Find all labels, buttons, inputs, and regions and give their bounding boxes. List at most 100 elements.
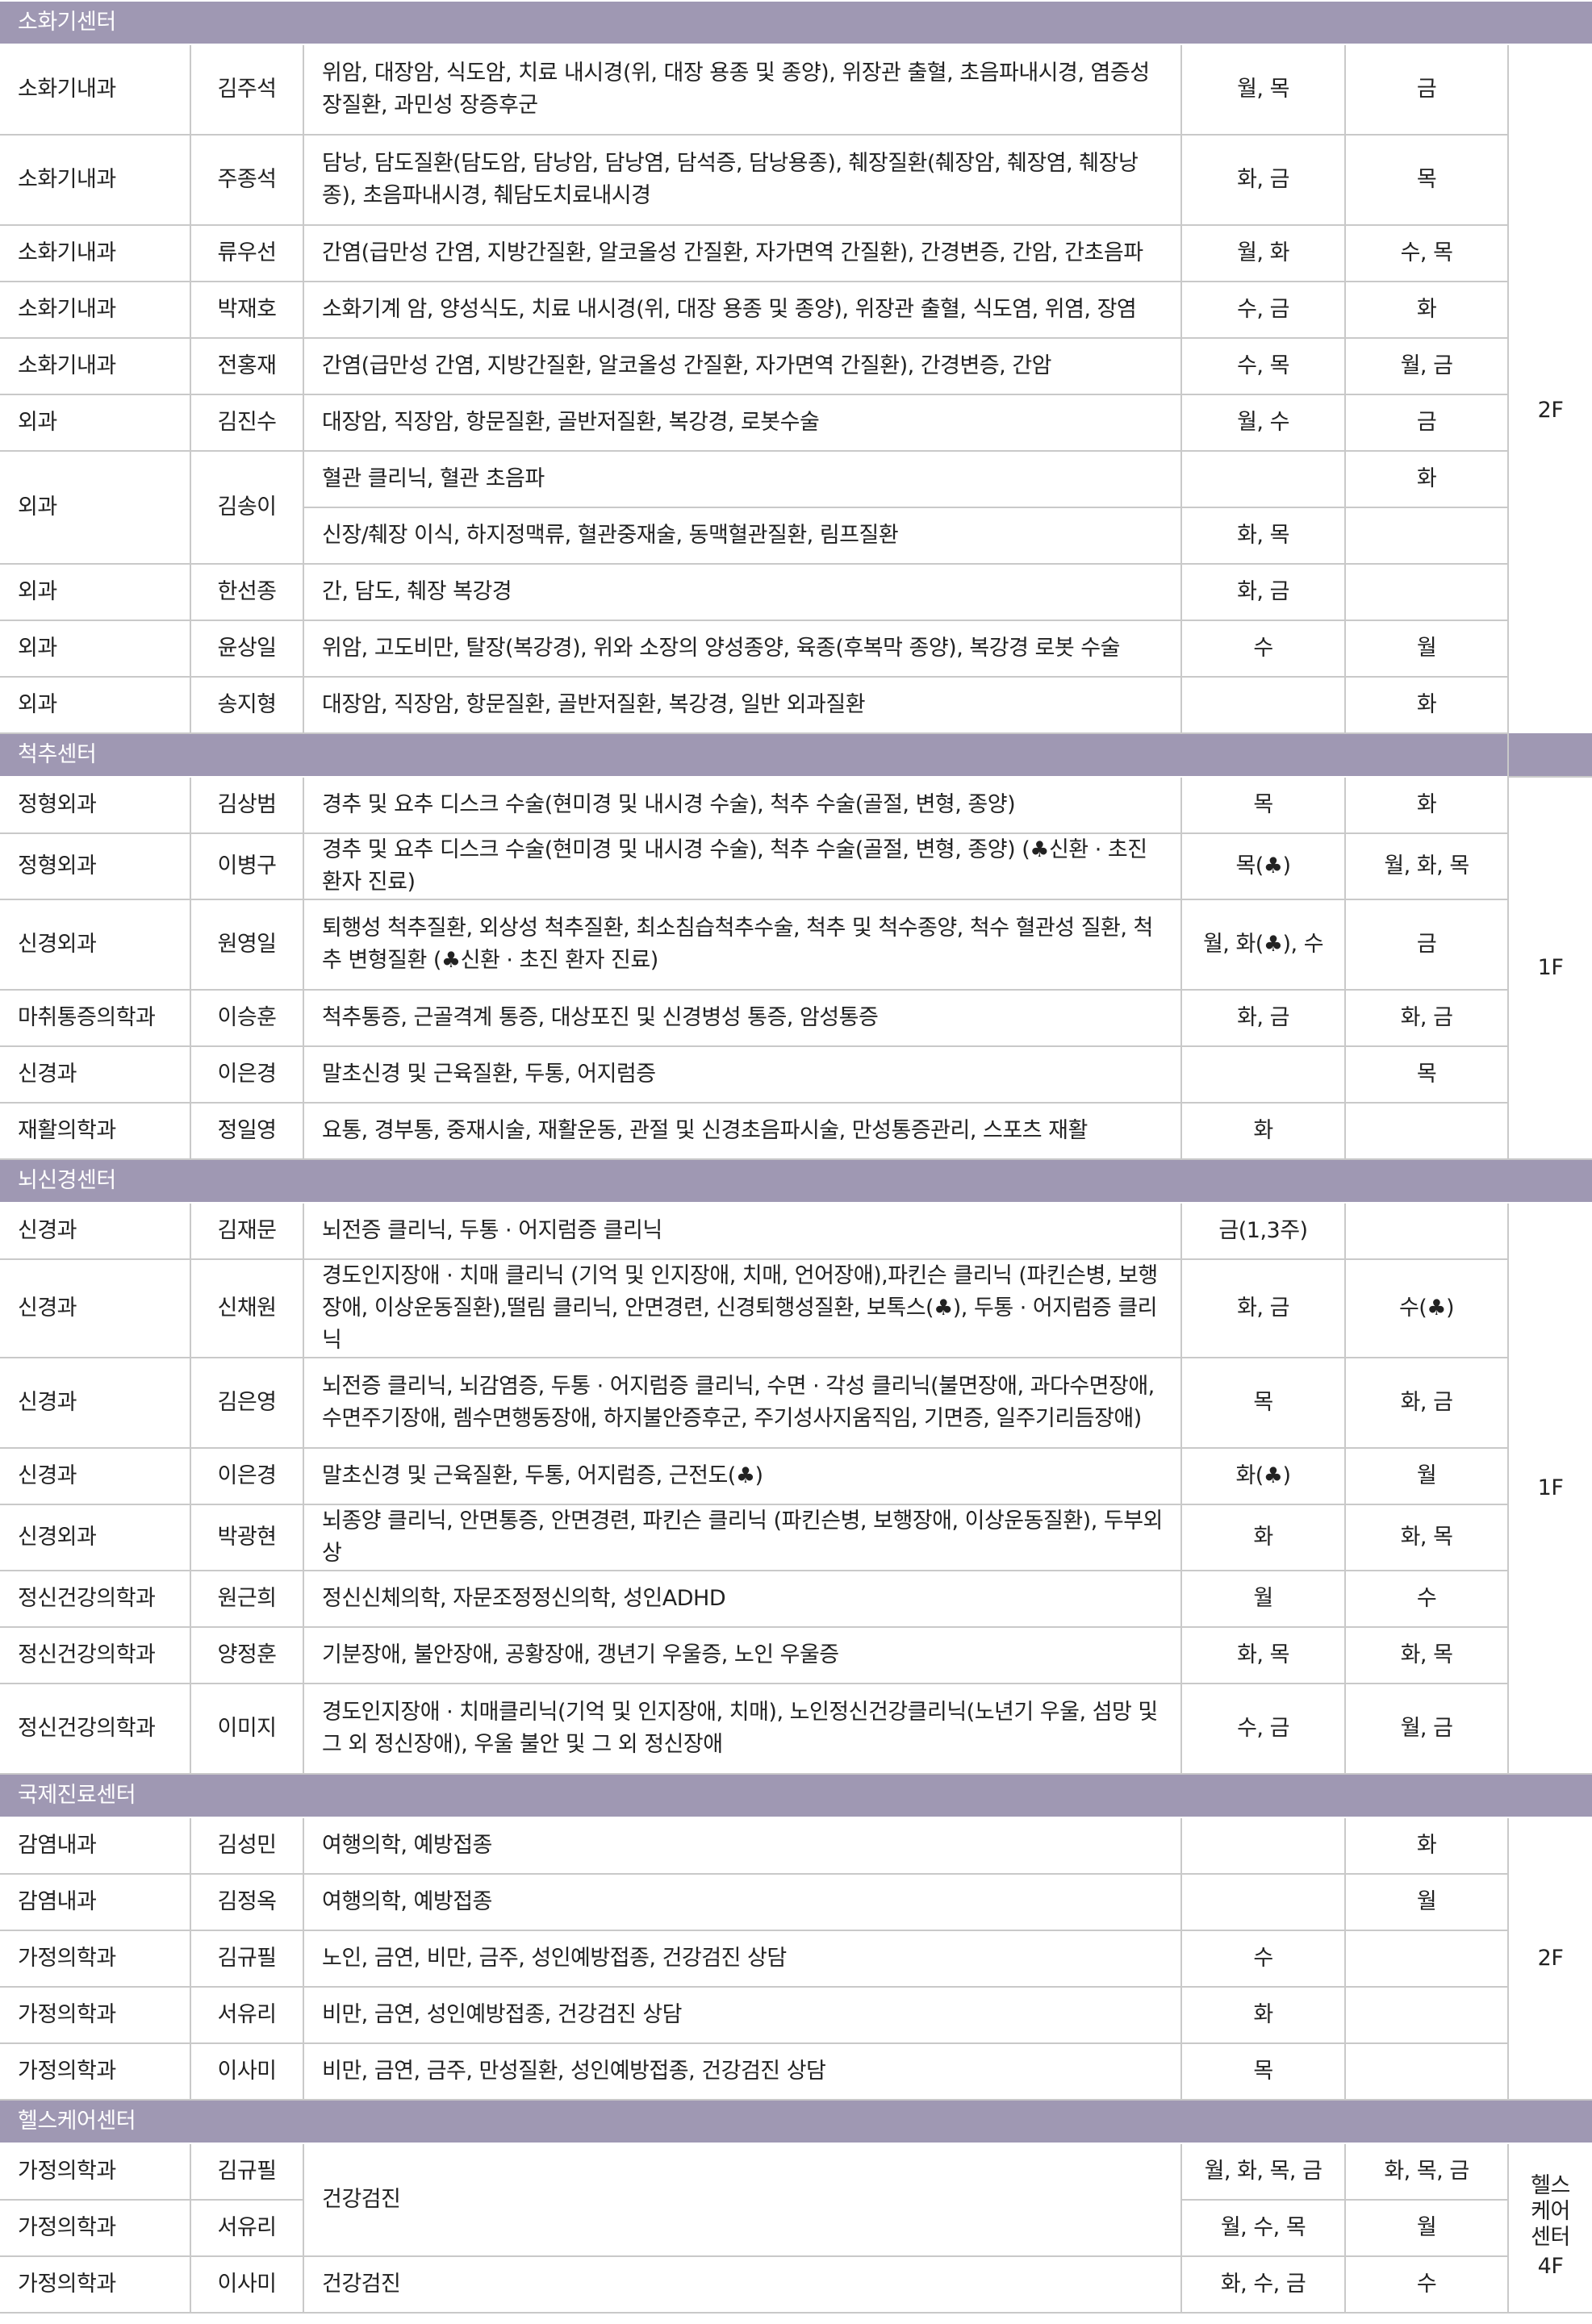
- section-title: 척추센터: [0, 732, 1592, 778]
- am-cell: 월, 화, 목, 금: [1180, 2143, 1346, 2201]
- doctor-cell: 김성민: [190, 1817, 304, 1875]
- table-row: 신경외과 박광현 뇌종양 클리닉, 안면통증, 안면경련, 파킨슨 클리닉 (파…: [0, 1504, 1592, 1571]
- doctor-cell: 이승훈: [190, 989, 304, 1047]
- section-title: 뇌신경센터: [0, 1158, 1592, 1204]
- am-cell: 목: [1180, 2042, 1346, 2101]
- section-header: 국제진료센터: [0, 1773, 1592, 1818]
- table-row: 가정의학과 김규필 건강검진 월, 화, 목, 금 화, 목, 금 헬스케어센터…: [0, 2143, 1592, 2314]
- table-row: 외과 김진수 대장암, 직장암, 항문질환, 골반저질환, 복강경, 로봇수술 …: [0, 394, 1592, 452]
- specialty-cell: 경도인지장애 · 치매클리닉(기억 및 인지장애, 치매), 노인정신건강클리닉…: [303, 1683, 1182, 1775]
- dept-cell: 소화기내과: [0, 44, 191, 136]
- floor-name: 헬스케어센터: [1531, 2173, 1570, 2250]
- doctor-cell: 이사미: [190, 2042, 304, 2101]
- doctor-cell: 김송이: [190, 450, 304, 565]
- pm-cell: [1344, 1202, 1509, 1260]
- doctor-cell: 이은경: [190, 1447, 304, 1505]
- dept-cell: 소화기내과: [0, 134, 191, 226]
- table-row: 신경외과 원영일 퇴행성 척추질환, 외상성 척추질환, 최소침습척추수술, 척…: [0, 899, 1592, 991]
- specialty-cell: 경도인지장애 · 치매 클리닉 (기억 및 인지장애, 치매, 언어장애),파킨…: [303, 1258, 1182, 1358]
- am-cell: 금(1,3주): [1180, 1202, 1346, 1260]
- specialty-cell: 말초신경 및 근육질환, 두통, 어지럼증, 근전도(♣): [303, 1447, 1182, 1505]
- pm-cell: 화, 목, 금: [1344, 2143, 1509, 2201]
- table-row: 정형외과 김상범 경추 및 요추 디스크 수술(현미경 및 내시경 수술), 척…: [0, 776, 1592, 1160]
- pm-cell: [1344, 2042, 1509, 2101]
- dept-cell: 가정의학과: [0, 2143, 191, 2201]
- dept-cell: 소화기내과: [0, 281, 191, 339]
- dept-cell: 가정의학과: [0, 1986, 191, 2044]
- dept-cell: 정형외과: [0, 776, 191, 834]
- doctor-cell: 주종석: [190, 134, 304, 226]
- pm-cell: 화, 금: [1344, 1357, 1509, 1449]
- pm-cell: 화, 목: [1344, 1504, 1509, 1571]
- pm-cell: 화: [1344, 450, 1509, 508]
- table-row: 가정의학과 서유리 월, 수, 목 월: [0, 2199, 1592, 2257]
- am-cell: 월, 화(♣), 수: [1180, 899, 1346, 991]
- am-cell: 화, 금: [1180, 134, 1346, 226]
- table-row: 정신건강의학과 원근희 정신신체의학, 자문조정정신의학, 성인ADHD 월 수: [0, 1570, 1592, 1628]
- specialty-cell: 건강검진: [303, 2255, 1182, 2314]
- am-cell: [1180, 676, 1346, 734]
- section-title: 국제진료센터: [0, 1773, 1592, 1818]
- am-cell: 수, 금: [1180, 281, 1346, 339]
- dept-cell: 외과: [0, 394, 191, 452]
- pm-cell: 금: [1344, 44, 1509, 136]
- specialty-cell: 정신신체의학, 자문조정정신의학, 성인ADHD: [303, 1570, 1182, 1628]
- dept-cell: 감염내과: [0, 1873, 191, 1931]
- table-row: 마취통증의학과 이승훈 척추통증, 근골격계 통증, 대상포진 및 신경병성 통…: [0, 989, 1592, 1047]
- pm-cell: 화: [1344, 676, 1509, 734]
- table-row: 외과 송지형 대장암, 직장암, 항문질환, 골반저질환, 복강경, 일반 외과…: [0, 676, 1592, 734]
- table-row: 가정의학과 이사미 건강검진 화, 수, 금 수: [0, 2255, 1592, 2314]
- doctor-cell: 이미지: [190, 1683, 304, 1775]
- doctor-cell: 신채원: [190, 1258, 304, 1358]
- pm-cell: 수: [1344, 1570, 1509, 1628]
- specialty-cell: 여행의학, 예방접종: [303, 1873, 1182, 1931]
- dept-cell: 신경외과: [0, 1504, 191, 1571]
- doctor-cell: 김정옥: [190, 1873, 304, 1931]
- doctor-cell: 김규필: [190, 2143, 304, 2201]
- table-row: 신경과 김재문 뇌전증 클리닉, 두통 · 어지럼증 클리닉 금(1,3주) 1…: [0, 1202, 1592, 1775]
- am-cell: 화, 금: [1180, 563, 1346, 621]
- dept-cell: 소화기내과: [0, 224, 191, 282]
- dept-cell: 신경과: [0, 1357, 191, 1449]
- pm-cell: 화: [1344, 281, 1509, 339]
- specialty-cell: 노인, 금연, 비만, 금주, 성인예방접종, 건강검진 상담: [303, 1930, 1182, 1988]
- table-row: 정신건강의학과 이미지 경도인지장애 · 치매클리닉(기억 및 인지장애, 치매…: [0, 1683, 1592, 1775]
- dept-cell: 가정의학과: [0, 2199, 191, 2257]
- doctor-cell: 윤상일: [190, 620, 304, 678]
- am-cell: 수: [1180, 1930, 1346, 1988]
- pm-cell: 수(♣): [1344, 1258, 1509, 1358]
- doctor-cell: 서유리: [190, 1986, 304, 2044]
- dept-cell: 가정의학과: [0, 2042, 191, 2101]
- specialty-cell: 대장암, 직장암, 항문질환, 골반저질환, 복강경, 로봇수술: [303, 394, 1182, 452]
- specialty-cell: 담낭, 담도질환(담도암, 담낭암, 담낭염, 담석증, 담낭용종), 췌장질환…: [303, 134, 1182, 226]
- dept-cell: 신경외과: [0, 899, 191, 991]
- specialty-cell: 뇌전증 클리닉, 두통 · 어지럼증 클리닉: [303, 1202, 1182, 1260]
- table-row: 소화기내과 주종석 담낭, 담도질환(담도암, 담낭암, 담낭염, 담석증, 담…: [0, 134, 1592, 226]
- floor-cell: 1F: [1506, 776, 1592, 1160]
- dept-cell: 외과: [0, 563, 191, 621]
- dept-cell: 외과: [0, 620, 191, 678]
- am-cell: 화, 금: [1180, 1258, 1346, 1358]
- table-row: 정신건강의학과 양정훈 기분장애, 불안장애, 공황장애, 갱년기 우울증, 노…: [0, 1626, 1592, 1684]
- am-cell: 화, 수, 금: [1180, 2255, 1346, 2314]
- specialty-cell: 간, 담도, 췌장 복강경: [303, 563, 1182, 621]
- doctor-cell: 이은경: [190, 1045, 304, 1104]
- table-row: 정형외과 이병구 경추 및 요추 디스크 수술(현미경 및 내시경 수술), 척…: [0, 832, 1592, 900]
- dept-cell: 외과: [0, 676, 191, 734]
- specialty-cell: 위암, 고도비만, 탈장(복강경), 위와 소장의 양성종양, 육종(후복막 종…: [303, 620, 1182, 678]
- doctor-cell: 이사미: [190, 2255, 304, 2314]
- dept-cell: 재활의학과: [0, 1102, 191, 1160]
- dept-cell: 가정의학과: [0, 2255, 191, 2314]
- doctor-cell: 원영일: [190, 899, 304, 991]
- doctor-cell: 김상범: [190, 776, 304, 834]
- table-row: 감염내과 김정옥 여행의학, 예방접종 월: [0, 1873, 1592, 1931]
- doctor-cell: 김진수: [190, 394, 304, 452]
- am-cell: 화, 목: [1180, 1626, 1346, 1684]
- pm-cell: 목: [1344, 1045, 1509, 1104]
- table-row: 소화기내과 류우선 간염(급만성 간염, 지방간질환, 알코올성 간질환, 자가…: [0, 224, 1592, 282]
- am-cell: 월, 수, 목: [1180, 2199, 1346, 2257]
- table-row: 신경과 이은경 말초신경 및 근육질환, 두통, 어지럼증 목: [0, 1045, 1592, 1104]
- table-row: 가정의학과 서유리 비만, 금연, 성인예방접종, 건강검진 상담 화: [0, 1986, 1592, 2044]
- pm-cell: 월, 금: [1344, 1683, 1509, 1775]
